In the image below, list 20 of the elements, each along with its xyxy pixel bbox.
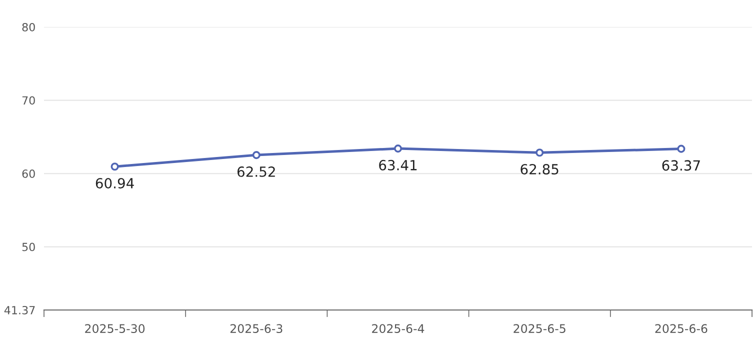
y-tick-label: 50 — [22, 242, 35, 252]
point — [394, 144, 402, 153]
y-tick-label: 41.37 — [4, 306, 35, 314]
x-tick-label: 2025-6-3 — [230, 324, 282, 334]
x-tick-label: 2025-6-5 — [514, 324, 566, 334]
data-label: 62.85 — [520, 164, 558, 174]
point — [536, 148, 544, 157]
data-label: 63.41 — [379, 160, 417, 170]
x-tick-label: 2025-6-6 — [655, 324, 708, 334]
x-tick-label: 2025-5-30 — [85, 324, 145, 334]
point — [110, 162, 119, 171]
x-tick-label: 2025-6-4 — [372, 324, 424, 334]
point — [677, 144, 686, 153]
data-label: 63.37 — [662, 160, 700, 171]
point — [252, 151, 260, 160]
y-tick-label: 80 — [22, 22, 35, 32]
y-tick-label: 70 — [22, 96, 35, 105]
y-tick-label: 60 — [22, 169, 35, 178]
data-label: 60.94 — [96, 178, 134, 188]
data-label: 62.52 — [237, 166, 275, 177]
